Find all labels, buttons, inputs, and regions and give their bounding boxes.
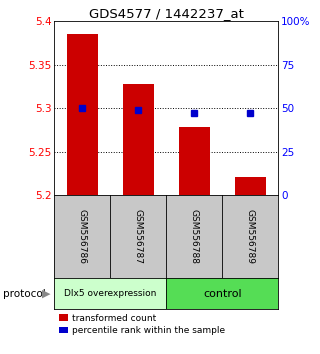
Bar [235, 177, 266, 195]
Text: GSM556789: GSM556789 [246, 209, 255, 264]
Title: GDS4577 / 1442237_at: GDS4577 / 1442237_at [89, 7, 244, 20]
Text: control: control [203, 289, 242, 298]
Bar [179, 127, 210, 195]
Text: Dlx5 overexpression: Dlx5 overexpression [64, 289, 156, 298]
Text: GSM556788: GSM556788 [190, 209, 199, 264]
Text: GSM556787: GSM556787 [134, 209, 143, 264]
Bar [123, 84, 154, 195]
Text: protocol: protocol [3, 289, 46, 298]
Text: GSM556786: GSM556786 [78, 209, 87, 264]
Text: ▶: ▶ [42, 289, 50, 298]
Bar [54, 278, 166, 309]
Bar [67, 34, 98, 195]
Legend: transformed count, percentile rank within the sample: transformed count, percentile rank withi… [59, 314, 226, 335]
Bar [166, 278, 278, 309]
